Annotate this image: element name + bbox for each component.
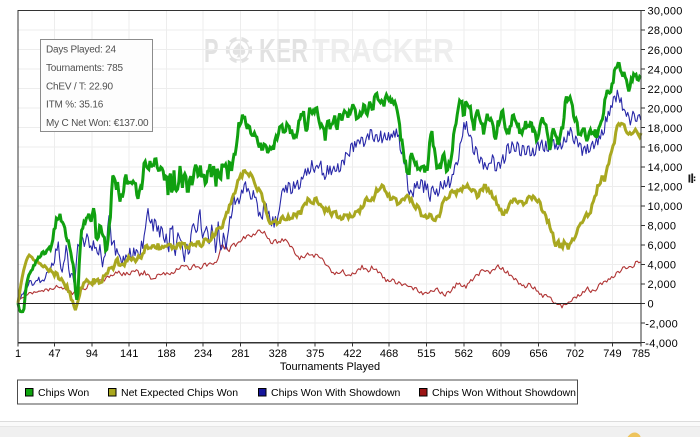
svg-text:785: 785 xyxy=(632,348,650,360)
svg-text:12,000: 12,000 xyxy=(648,182,683,194)
svg-text:749: 749 xyxy=(603,348,621,360)
svg-text:515: 515 xyxy=(417,348,435,360)
svg-text:141: 141 xyxy=(120,348,138,360)
svg-text:4,000: 4,000 xyxy=(648,260,677,272)
svg-text:656: 656 xyxy=(529,348,547,360)
svg-text:24,000: 24,000 xyxy=(648,64,683,76)
svg-text:6,000: 6,000 xyxy=(648,240,677,252)
svg-text:22,000: 22,000 xyxy=(648,84,683,96)
svg-text:422: 422 xyxy=(343,348,361,360)
svg-text:16,000: 16,000 xyxy=(648,142,683,154)
svg-text:-4,000: -4,000 xyxy=(645,338,678,350)
svg-text:26,000: 26,000 xyxy=(648,45,683,57)
svg-text:234: 234 xyxy=(194,348,212,360)
svg-text:1: 1 xyxy=(15,348,21,360)
svg-text:Chips Won With Showdown: Chips Won With Showdown xyxy=(271,387,401,399)
svg-text:562: 562 xyxy=(455,348,473,360)
svg-text:KER: KER xyxy=(259,32,308,69)
svg-text:ChEV / T: 22.90: ChEV / T: 22.90 xyxy=(46,81,113,92)
svg-text:702: 702 xyxy=(566,348,584,360)
svg-text:94: 94 xyxy=(86,348,98,360)
svg-text:30,000: 30,000 xyxy=(648,6,683,18)
svg-text:Tournaments Played: Tournaments Played xyxy=(280,361,380,373)
svg-text:281: 281 xyxy=(231,348,249,360)
svg-text:609: 609 xyxy=(492,348,510,360)
svg-text:47: 47 xyxy=(48,348,60,360)
svg-text:328: 328 xyxy=(269,348,287,360)
svg-text:Chips Won: Chips Won xyxy=(38,387,89,399)
svg-text:TRACKER: TRACKER xyxy=(312,32,454,69)
svg-text:P: P xyxy=(204,32,219,69)
svg-text:My C Net Won: €137.00: My C Net Won: €137.00 xyxy=(46,118,149,129)
svg-text:Net Expected Chips Won: Net Expected Chips Won xyxy=(121,387,238,399)
svg-text:2,000: 2,000 xyxy=(648,279,677,291)
svg-text:Days Played: 24: Days Played: 24 xyxy=(46,45,116,56)
svg-text:375: 375 xyxy=(306,348,324,360)
svg-text:18,000: 18,000 xyxy=(648,123,683,135)
svg-text:Chips Won Without Showdown: Chips Won Without Showdown xyxy=(432,387,576,399)
svg-text:20,000: 20,000 xyxy=(648,103,683,115)
svg-text:468: 468 xyxy=(380,348,398,360)
svg-text:188: 188 xyxy=(157,348,175,360)
svg-text:-2,000: -2,000 xyxy=(645,318,678,330)
svg-text:Tournaments: 785: Tournaments: 785 xyxy=(46,63,123,74)
svg-text:8,000: 8,000 xyxy=(648,221,677,233)
svg-text:28,000: 28,000 xyxy=(648,25,683,37)
svg-text:0: 0 xyxy=(648,299,654,311)
svg-text:10,000: 10,000 xyxy=(648,201,683,213)
svg-text:ITM %: 35.16: ITM %: 35.16 xyxy=(46,100,104,111)
svg-text:14,000: 14,000 xyxy=(648,162,683,174)
